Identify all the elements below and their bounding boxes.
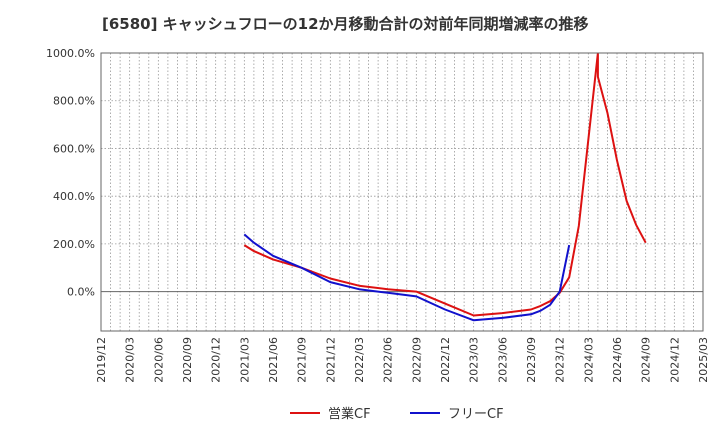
x-tick-label: 2024/06 [611, 337, 624, 383]
x-tick-label: 2020/03 [124, 337, 137, 383]
x-tick-label: 2024/09 [640, 337, 653, 383]
x-tick-label: 2022/12 [439, 337, 452, 383]
x-tick-label: 2020/06 [152, 337, 165, 383]
plot-frame [100, 52, 704, 332]
y-axis: 1000.0% 800.0% 600.0% 400.0% 200.0% 0.0% [46, 47, 95, 299]
x-tick-label: 2023/03 [468, 337, 481, 383]
x-tick-label: 2023/12 [554, 337, 567, 383]
x-tick-label: 2020/12 [210, 337, 223, 383]
x-tick-label: 2025/03 [697, 337, 710, 383]
x-tick-label: 2024/03 [582, 337, 595, 383]
x-tick-label: 2021/06 [267, 337, 280, 383]
x-tick-label: 2023/06 [496, 337, 509, 383]
x-tick-label: 2024/12 [668, 337, 681, 383]
series-line-1 [243, 233, 571, 322]
legend: 営業CF フリーCF [290, 406, 504, 422]
x-tick-label: 2022/06 [382, 337, 395, 383]
y-tick-label: 200.0% [53, 238, 95, 251]
x-tick-label: 2021/03 [238, 337, 251, 383]
plot-area [101, 53, 703, 331]
legend-label-free-cf: フリーCF [448, 407, 504, 422]
grid-lines [101, 52, 703, 331]
x-tick-label: 2022/09 [410, 337, 423, 383]
y-tick-label: 600.0% [53, 142, 95, 155]
x-tick-label: 2021/09 [296, 337, 309, 383]
y-tick-label: 0.0% [67, 286, 95, 299]
x-tick-label: 2022/03 [353, 337, 366, 383]
chart-title: [6580] キャッシュフローの12か月移動合計の対前年同期増減率の推移 [102, 15, 589, 33]
legend-label-eigyo-cf: 営業CF [328, 406, 371, 422]
series-line-0 [243, 53, 647, 317]
y-tick-label: 800.0% [53, 95, 95, 108]
series-layer [243, 53, 647, 322]
x-tick-label: 2021/12 [324, 337, 337, 383]
y-tick-label: 1000.0% [46, 47, 95, 60]
x-axis: 2019/12 2020/03 2020/06 2020/09 2020/12 2021/… [95, 337, 710, 383]
x-tick-label: 2023/09 [525, 337, 538, 383]
y-tick-label: 400.0% [53, 190, 95, 203]
x-tick-label: 2019/12 [95, 337, 108, 383]
x-tick-label: 2020/09 [181, 337, 194, 383]
